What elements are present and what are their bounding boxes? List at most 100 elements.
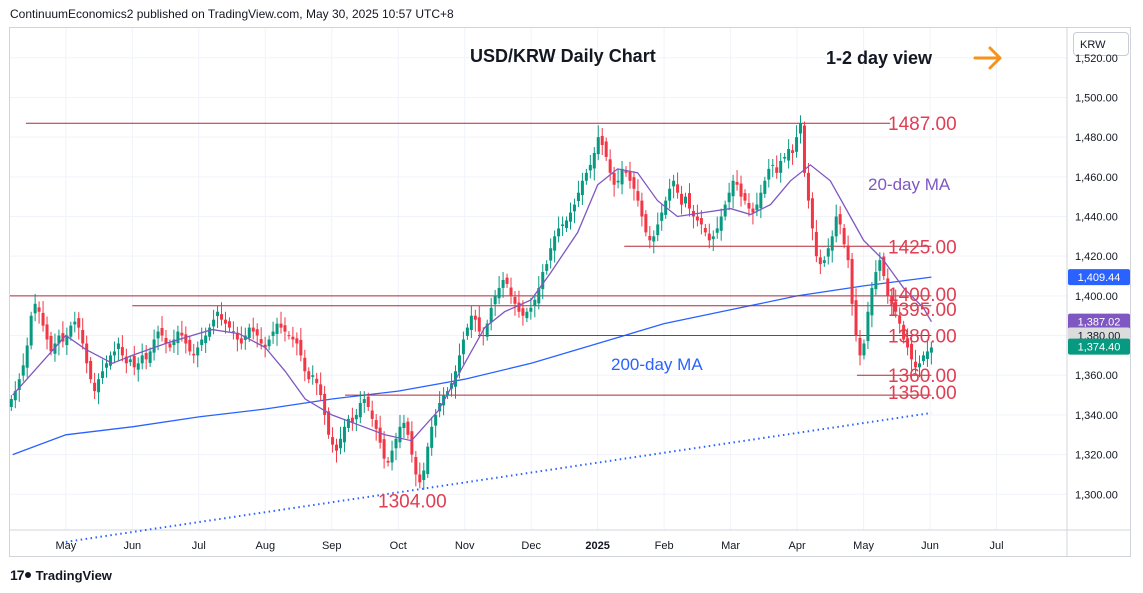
candle-body (398, 426, 402, 443)
candle-body (787, 149, 791, 161)
candle-body (9, 399, 13, 407)
candle-body (307, 371, 311, 380)
candle-body (386, 460, 390, 463)
candle-body (164, 337, 168, 344)
candle-body (152, 339, 156, 353)
candle-body (668, 188, 672, 201)
tradingview-brand[interactable]: 17 TradingView (10, 567, 112, 583)
candle-body (196, 347, 200, 356)
candle-body (37, 307, 41, 312)
time-axis: May Jun Jul Aug Sep Oct Nov Dec 2025 Feb Mar Apr May… (10, 529, 1131, 552)
candle-body (184, 334, 188, 344)
candle-body (687, 193, 691, 209)
candle-body (291, 336, 295, 340)
candle-body (799, 123, 803, 134)
candle-body (303, 357, 307, 372)
candle-body (120, 347, 124, 356)
candle-body (925, 351, 929, 359)
candle-body (41, 312, 45, 326)
candle-body (521, 308, 525, 316)
x-tick-label: Nov (455, 540, 475, 552)
x-tick-label: Mar (721, 540, 740, 552)
candle-body (101, 371, 105, 379)
candle-body (33, 303, 37, 314)
candle-body (275, 323, 279, 334)
candle-body (124, 356, 128, 364)
candle-body (533, 299, 537, 306)
candle-body (703, 228, 707, 233)
candle-body (354, 414, 358, 420)
candle-body (719, 216, 723, 231)
candle-body (77, 318, 81, 328)
candle-body (271, 331, 275, 336)
candle-body (283, 325, 287, 332)
ma20-path (12, 164, 932, 442)
candle-body (751, 208, 755, 213)
level-label: 1400.00 (888, 285, 957, 306)
candle-body (910, 343, 914, 360)
candle-body (557, 228, 561, 237)
publisher-line: ContinuumEconomics2 published on Trading… (10, 7, 454, 21)
candle-body (636, 191, 640, 201)
x-tick-label: May (55, 540, 76, 552)
candle-body (624, 170, 628, 173)
ma200-label: 200-day MA (611, 355, 703, 374)
candle-body (628, 171, 632, 181)
candle-body (814, 231, 818, 257)
candle-body (818, 257, 822, 265)
x-tick-label: Sep (322, 540, 342, 552)
candle-body (759, 192, 763, 209)
candle-body (69, 325, 73, 337)
candle-body (259, 339, 263, 344)
candle-body (890, 295, 894, 304)
candle-body (247, 327, 251, 338)
price-tags: 1,409.441,387.021,380.001,374.40 (1068, 269, 1130, 355)
trendline-path (65, 411, 932, 543)
candle-body (783, 156, 787, 159)
price-tag-label: 1,409.44 (1078, 272, 1121, 284)
candle-body (402, 422, 406, 429)
candle-body (223, 319, 227, 324)
candle-body (57, 335, 61, 344)
candle-body (596, 137, 600, 155)
candle-body (497, 287, 501, 299)
candle-body (529, 307, 533, 312)
candle-body (311, 375, 315, 377)
candle-body (231, 331, 235, 333)
candle-body (727, 192, 731, 203)
x-tick-label: Feb (655, 540, 674, 552)
candle-body (212, 319, 216, 327)
candle-body (656, 224, 660, 236)
level-label: 1304.00 (378, 491, 447, 512)
currency-label[interactable]: KRW (1073, 32, 1129, 56)
x-tick-label: Jul (192, 540, 206, 552)
candle-body (723, 204, 727, 217)
candle-body (680, 193, 684, 205)
candle-body (188, 339, 192, 352)
x-tick-label: Dec (521, 540, 541, 552)
candle-body (414, 456, 418, 475)
y-tick-label: 1,480.00 (1075, 132, 1118, 144)
x-tick-label: May (853, 540, 874, 552)
candle-body (49, 335, 53, 352)
arrow-right-icon (973, 46, 1002, 70)
candle-body (251, 327, 255, 332)
candle-body (461, 339, 465, 355)
candle-body (711, 236, 715, 240)
candle-body (517, 302, 521, 312)
candle-body (874, 272, 878, 290)
candle-body (457, 355, 461, 373)
candle-body (771, 164, 775, 166)
level-label: 1425.00 (888, 237, 957, 258)
candle-body (338, 438, 342, 449)
candle-body (660, 212, 664, 221)
candle-body (850, 258, 854, 304)
candle-body (735, 181, 739, 185)
candle-body (767, 168, 771, 180)
candle-body (406, 421, 410, 435)
candle-body (755, 204, 759, 211)
level-label: 1380.00 (888, 327, 957, 348)
candle-body (695, 216, 699, 221)
